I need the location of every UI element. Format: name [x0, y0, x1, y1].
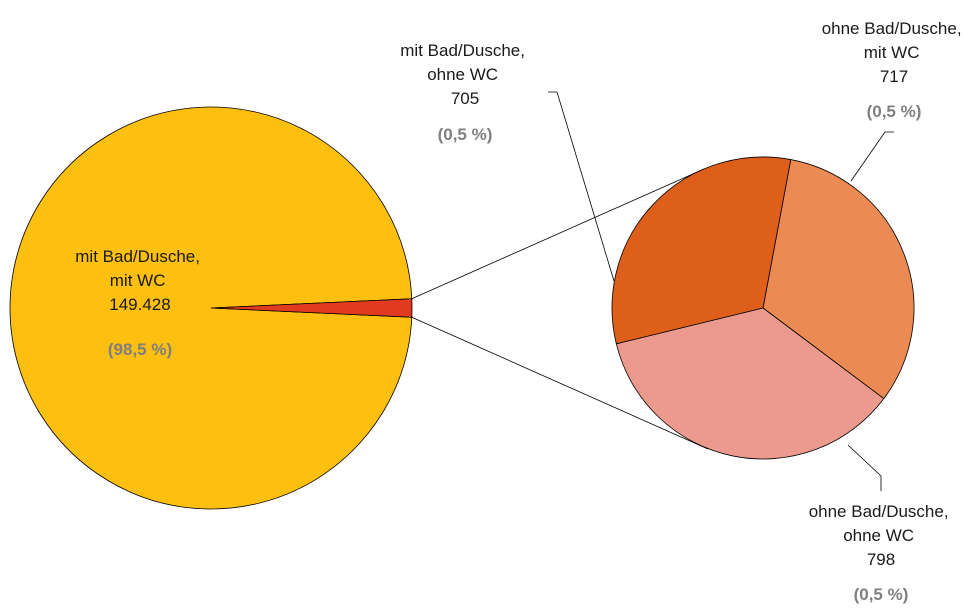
detail-slice-mit-bad-ohne-wc — [611, 156, 792, 345]
detail-slice-ohne-bad-ohne-wc — [615, 307, 885, 460]
detail-percent-mit-bad-ohne-wc: (0,5 %) — [438, 125, 493, 144]
leader-lines — [548, 91, 894, 491]
leader-line-ohne-bad-ohne-wc — [847, 444, 882, 491]
detail-pie — [611, 156, 915, 460]
detail-percent-ohne-bad-ohne-wc: (0,5 %) — [854, 585, 909, 604]
detail-label-ohne-bad-ohne-wc: ohne Bad/Dusche, ohne WC 798 — [809, 502, 954, 569]
connector-line-bottom — [411, 316, 709, 450]
leader-line-ohne-bad-mit-wc — [850, 131, 894, 182]
leader-line-mit-bad-ohne-wc — [548, 91, 615, 282]
detail-label-ohne-bad-mit-wc: ohne Bad/Dusche, mit WC 717 — [822, 19, 967, 86]
connector-line-top — [411, 168, 705, 300]
main-slice-mit-bad-mit-wc — [9, 106, 413, 510]
main-pie — [9, 106, 413, 510]
detail-label-mit-bad-ohne-wc: mit Bad/Dusche, ohne WC 705 — [400, 41, 529, 108]
connector-lines — [411, 168, 709, 450]
main-slice-other — [210, 298, 413, 318]
detail-slice-ohne-bad-mit-wc — [762, 159, 915, 400]
detail-percent-ohne-bad-mit-wc: (0,5 %) — [867, 102, 922, 121]
main-slice-percent: (98,5 %) — [108, 340, 172, 359]
main-slice-label: mit Bad/Dusche, mit WC 149.428 — [75, 247, 204, 314]
